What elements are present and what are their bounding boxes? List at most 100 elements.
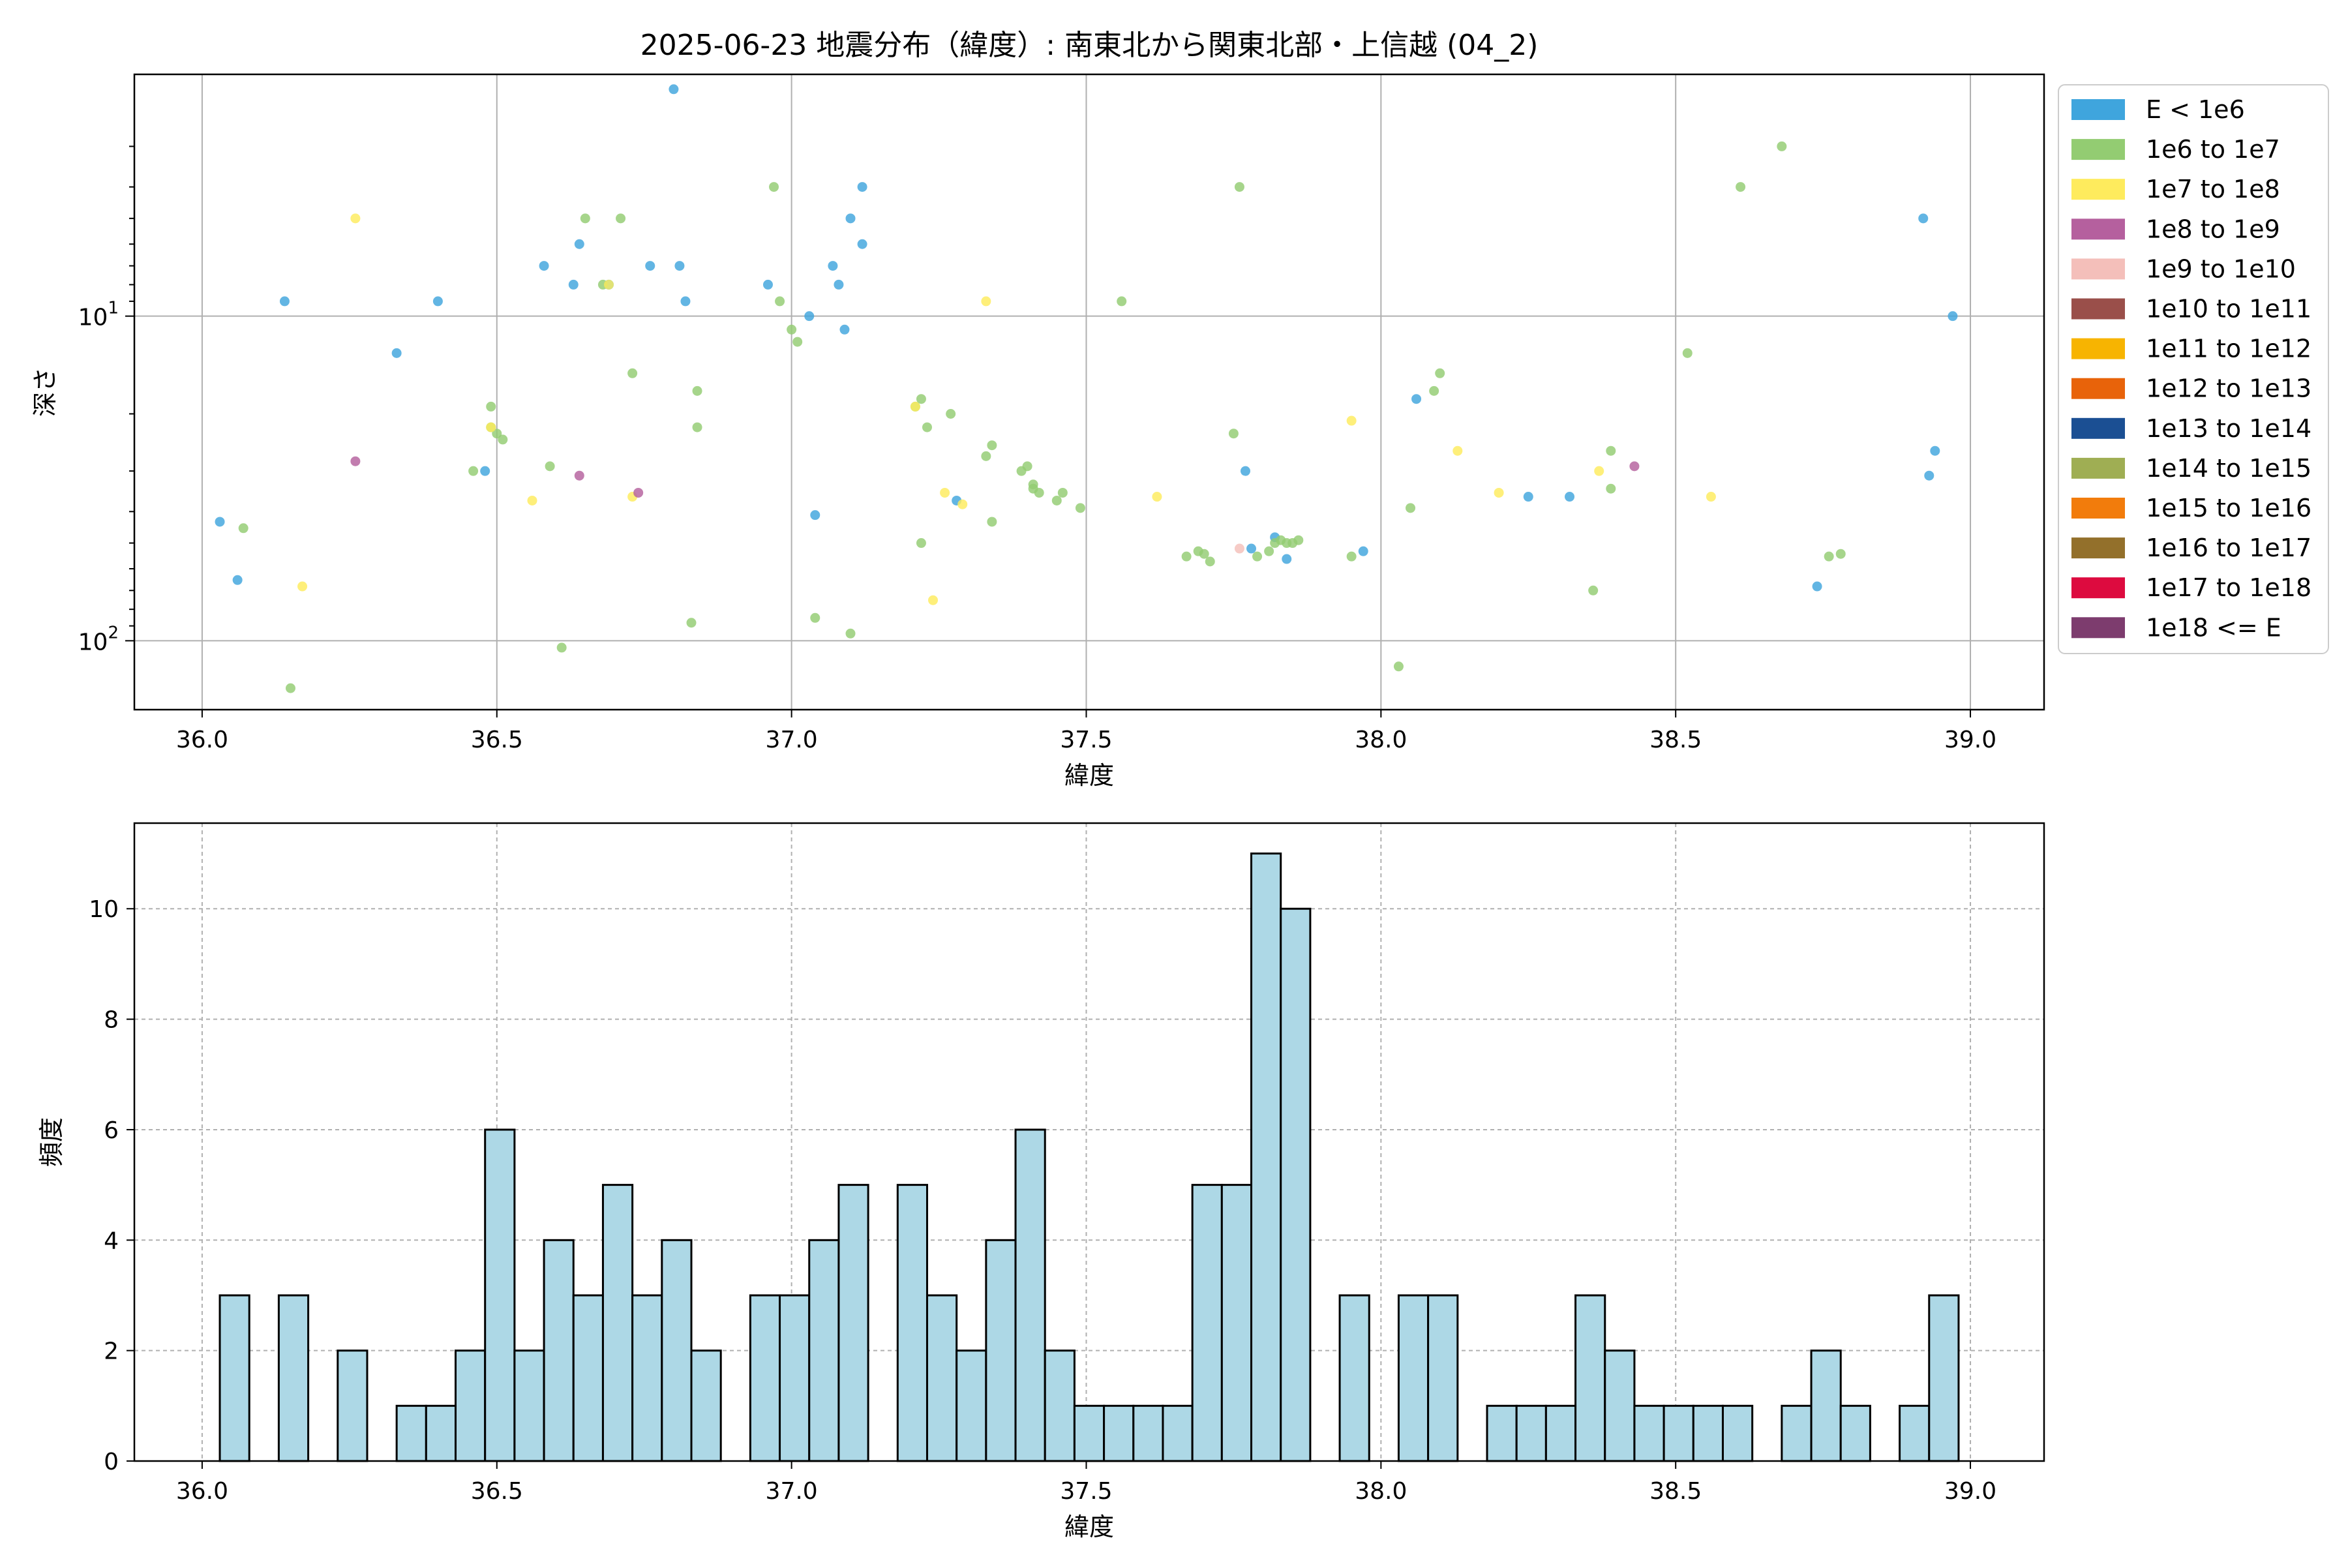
scatter-point xyxy=(946,408,956,419)
scatter-point xyxy=(916,394,926,404)
histogram-panel: 36.0 36.5 37.0 37.5 38.0 38.5 39.0 0 2 4 6 8 10 緯度 頻度 xyxy=(37,822,2045,1541)
legend-swatch xyxy=(2071,537,2125,559)
scatter-point xyxy=(1706,492,1716,502)
histogram-bar xyxy=(690,1349,722,1462)
legend-label: 1e7 to 1e8 xyxy=(2146,175,2280,204)
scatter-point xyxy=(1594,466,1604,476)
scatter-point xyxy=(1948,311,1958,322)
histogram-bar xyxy=(1280,907,1312,1462)
histogram-bar xyxy=(1810,1349,1842,1462)
scatter-point xyxy=(1930,445,1940,456)
scatter-point xyxy=(1565,492,1575,502)
scatter-point xyxy=(633,487,644,498)
scatter-point xyxy=(857,239,867,249)
scatter-point xyxy=(486,401,496,412)
scatter-point xyxy=(1228,429,1239,439)
histogram-bar xyxy=(808,1239,840,1462)
histogram-bar xyxy=(779,1294,811,1462)
scatter-point xyxy=(1117,296,1127,307)
scatter-point xyxy=(1523,492,1533,502)
scatter-point xyxy=(1494,487,1504,498)
histogram-bar xyxy=(1899,1404,1931,1462)
histogram-bar xyxy=(1633,1404,1665,1462)
scatter-point xyxy=(1682,348,1693,358)
hist-y-tick-label: 0 xyxy=(104,1449,119,1475)
scatter-point xyxy=(787,324,797,335)
scatter-point xyxy=(238,523,248,534)
scatter-point xyxy=(1034,487,1044,498)
legend-swatch xyxy=(2071,577,2125,599)
scatter-x-tick-label: 37.0 xyxy=(766,727,818,753)
hist-x-tick-label: 38.5 xyxy=(1649,1478,1702,1505)
scatter-point xyxy=(1452,445,1463,456)
legend-swatch xyxy=(2071,457,2125,479)
scatter-point xyxy=(1252,551,1263,562)
legend-label: E < 1e6 xyxy=(2146,95,2245,124)
scatter-point xyxy=(1199,549,1209,559)
scatter-y-axis-label: 深さ xyxy=(31,367,59,417)
scatter-point xyxy=(1358,546,1368,556)
legend-swatch xyxy=(2071,139,2125,160)
legend-swatch xyxy=(2071,378,2125,399)
scatter-point xyxy=(910,401,920,412)
histogram-bar xyxy=(1073,1404,1106,1462)
scatter-point xyxy=(810,612,820,623)
scatter-point xyxy=(769,182,779,192)
histogram-bar xyxy=(1014,1128,1046,1462)
legend-label: 1e15 to 1e16 xyxy=(2146,494,2311,522)
figure-title: 2025-06-23 地震分布（緯度）: 南東北から関東北部・上信越 (04_2… xyxy=(640,29,1539,62)
scatter-point xyxy=(775,296,785,307)
scatter-point xyxy=(545,461,555,472)
scatter-point xyxy=(603,279,614,290)
scatter-point xyxy=(391,348,402,358)
scatter-x-tick-label: 37.5 xyxy=(1060,727,1112,753)
hist-y-tick-label: 8 xyxy=(104,1007,119,1034)
legend-swatch xyxy=(2071,99,2125,120)
scatter-point xyxy=(762,279,773,290)
histogram-bar xyxy=(337,1349,369,1462)
scatter-point xyxy=(498,434,508,445)
scatter-point xyxy=(1812,581,1822,592)
scatter-point xyxy=(845,213,856,224)
legend-swatch xyxy=(2071,498,2125,519)
scatter-y-tick-label: 102 xyxy=(78,623,119,656)
scatter-point xyxy=(940,487,950,498)
legend-label: 1e9 to 1e10 xyxy=(2146,254,2296,283)
histogram-bar xyxy=(985,1239,1017,1462)
scatter-point xyxy=(1240,466,1250,476)
scatter-point xyxy=(916,538,926,549)
histogram-bar xyxy=(1044,1349,1076,1462)
legend-swatch xyxy=(2071,258,2125,280)
legend-swatch xyxy=(2071,617,2125,639)
scatter-point xyxy=(1057,487,1068,498)
scatter-point xyxy=(692,422,702,432)
scatter-point xyxy=(350,456,361,466)
histogram-bar xyxy=(1604,1349,1636,1462)
scatter-point xyxy=(574,470,584,481)
scatter-point xyxy=(215,517,225,527)
histogram-bar xyxy=(513,1349,545,1462)
scatter-point xyxy=(692,385,702,396)
scatter-x-tick-label: 38.0 xyxy=(1355,727,1407,753)
scatter-point xyxy=(627,368,638,378)
scatter-point xyxy=(834,279,844,290)
legend-label: 1e18 <= E xyxy=(2146,613,2281,642)
histogram-bar xyxy=(1721,1404,1754,1462)
hist-x-tick-label: 36.5 xyxy=(471,1478,523,1505)
scatter-point xyxy=(1181,551,1192,562)
scatter-point xyxy=(285,683,295,693)
scatter-x-tick-label: 36.5 xyxy=(471,727,523,753)
scatter-point xyxy=(480,466,490,476)
histogram-bar xyxy=(543,1239,575,1462)
legend-swatch xyxy=(2071,298,2125,320)
histogram-bar xyxy=(956,1349,987,1462)
scatter-point xyxy=(645,261,655,271)
scatter-point xyxy=(1246,543,1257,554)
scatter-point xyxy=(1629,461,1640,472)
scatter-point xyxy=(574,239,584,249)
scatter-point xyxy=(580,213,590,224)
histogram-bar xyxy=(1162,1404,1194,1462)
hist-y-axis-label: 頻度 xyxy=(37,1117,66,1167)
scatter-point xyxy=(1346,551,1357,562)
scatter-point xyxy=(1393,661,1404,672)
